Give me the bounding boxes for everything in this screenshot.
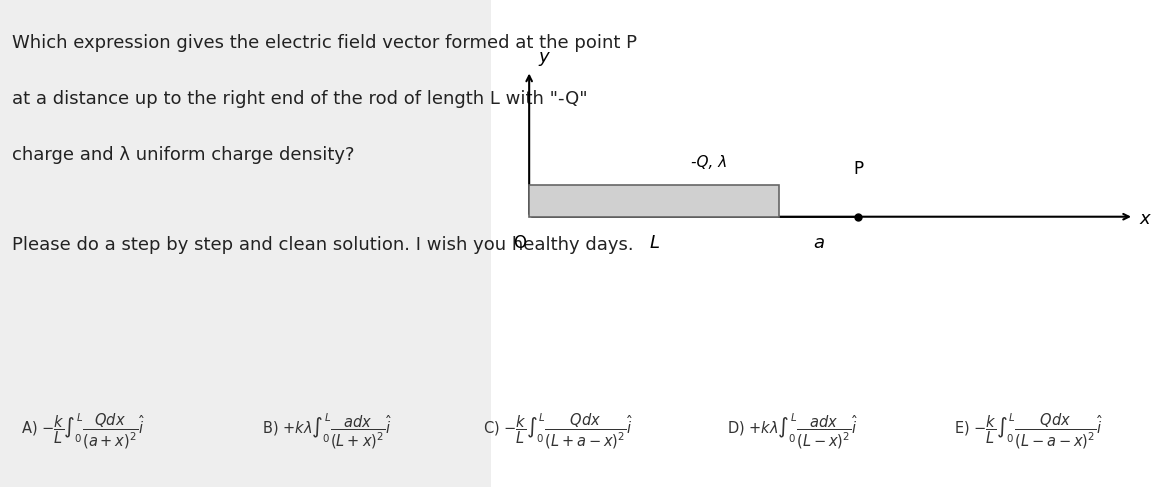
Text: O: O [513,234,527,252]
Bar [0,0,491,487]
Text: Which expression gives the electric field vector formed at the point P: Which expression gives the electric fiel… [12,34,636,52]
Text: Please do a step by step and clean solution. I wish you healthy days.: Please do a step by step and clean solut… [12,236,634,254]
Text: x: x [1140,210,1150,228]
Text: A) $-\dfrac{k}{L}\int_0^L\dfrac{Qdx}{(a+x)^2}\hat{i}$: A) $-\dfrac{k}{L}\int_0^L\dfrac{Qdx}{(a+… [21,412,144,450]
Text: E) $-\dfrac{k}{L}\int_0^L\dfrac{Qdx}{(L-a-x)^2}\hat{i}$: E) $-\dfrac{k}{L}\int_0^L\dfrac{Qdx}{(L-… [954,412,1103,450]
Text: D) $+k\lambda\int_0^L\dfrac{adx}{(L-x)^2}\hat{i}$: D) $+k\lambda\int_0^L\dfrac{adx}{(L-x)^2… [727,412,858,450]
Text: C) $-\dfrac{k}{L}\int_0^L\dfrac{Qdx}{(L+a-x)^2}\hat{i}$: C) $-\dfrac{k}{L}\int_0^L\dfrac{Qdx}{(L+… [483,412,633,450]
Text: at a distance up to the right end of the rod of length L with "-Q": at a distance up to the right end of the… [12,90,587,108]
Text: L: L [649,234,659,252]
Bar [529,185,779,217]
Text: P: P [854,160,863,178]
Text: -Q, λ: -Q, λ [691,155,727,170]
Text: charge and λ uniform charge density?: charge and λ uniform charge density? [12,146,354,164]
Text: B) $+k\lambda\int_0^L\dfrac{adx}{(L+x)^2}\hat{i}$: B) $+k\lambda\int_0^L\dfrac{adx}{(L+x)^2… [262,412,392,450]
Text: y: y [538,48,549,66]
Text: a: a [813,234,825,252]
